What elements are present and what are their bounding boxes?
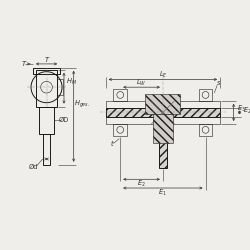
Text: T: T — [44, 57, 48, 63]
Bar — [153, 114, 172, 144]
Text: H$_{ges.}$: H$_{ges.}$ — [74, 99, 90, 110]
Text: ØD: ØD — [59, 117, 69, 123]
Bar — [33, 68, 60, 73]
Text: t: t — [110, 142, 113, 148]
Text: H$_{M}$: H$_{M}$ — [66, 77, 77, 88]
Text: E$_1$: E$_1$ — [158, 188, 167, 198]
Text: E$_3$: E$_3$ — [237, 104, 246, 114]
Bar — [36, 70, 57, 106]
Text: E$_2$: E$_2$ — [137, 179, 146, 189]
Bar — [199, 89, 212, 101]
Text: E$_2$: E$_2$ — [243, 105, 250, 116]
Bar — [146, 94, 180, 114]
Text: s: s — [217, 80, 221, 86]
Text: L$_E$: L$_E$ — [158, 70, 167, 80]
Bar — [39, 106, 54, 134]
Bar — [43, 134, 50, 165]
Text: T: T — [21, 61, 25, 67]
Bar — [106, 101, 220, 107]
Bar — [114, 124, 127, 136]
Text: L$_W$: L$_W$ — [136, 78, 147, 88]
Bar — [106, 117, 220, 124]
Bar — [158, 134, 167, 168]
Bar — [106, 108, 220, 117]
Bar — [57, 80, 63, 95]
Text: Ød: Ød — [28, 164, 38, 170]
Bar — [114, 89, 127, 101]
Bar — [199, 124, 212, 136]
